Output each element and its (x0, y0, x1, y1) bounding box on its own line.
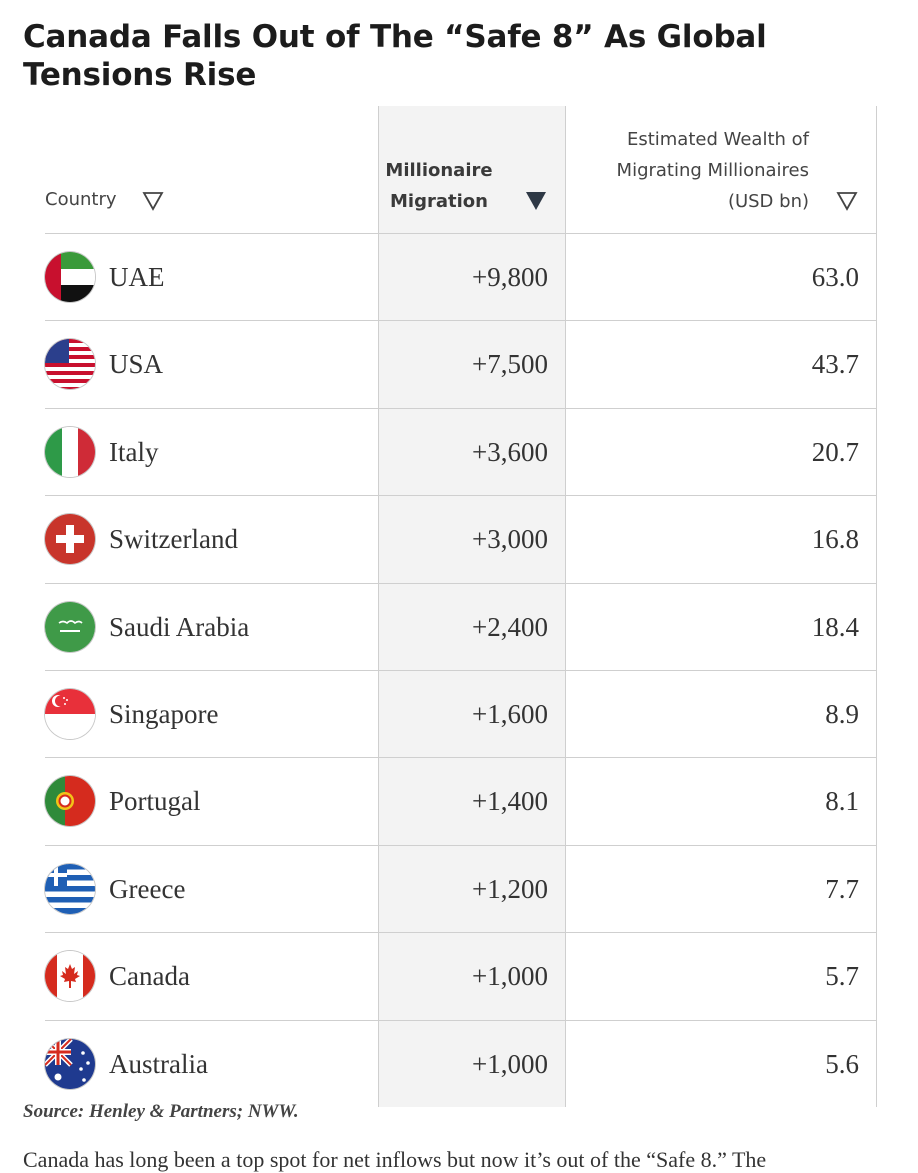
table-row: USA +7,500 43.7 (45, 321, 877, 409)
wealth-value: 20.7 (811, 436, 859, 467)
table-header: Country Millionaire Migration Estimated W… (45, 106, 877, 234)
portugal-flag-icon (45, 776, 95, 827)
country-name: USA (109, 349, 164, 380)
australia-flag-icon (45, 1038, 95, 1089)
table-row: UAE +9,800 63.0 (45, 234, 877, 322)
wealth-value: 5.6 (825, 1048, 859, 1079)
migration-value: +3,000 (472, 524, 548, 555)
usa-flag-icon (45, 339, 95, 390)
header-migration[interactable]: Millionaire Migration (378, 106, 566, 233)
migration-value: +2,400 (472, 611, 548, 642)
uae-flag-icon (45, 252, 95, 302)
greece-flag-icon (45, 863, 95, 914)
header-country[interactable]: Country (45, 106, 378, 233)
table-row: Canada +1,000 5.7 (45, 933, 877, 1021)
italy-flag-icon (45, 426, 95, 477)
table-row: Singapore +1,600 8.9 (45, 670, 877, 759)
wealth-value: 5.7 (825, 961, 859, 992)
table-row: Switzerland +3,000 16.8 (45, 496, 877, 584)
migration-value: +1,000 (472, 961, 548, 992)
wealth-value: 63.0 (811, 262, 859, 292)
saudi-arabia-flag-icon (45, 601, 95, 652)
singapore-flag-icon (45, 688, 95, 739)
header-wealth[interactable]: Estimated Wealth of Migrating Millionaire… (566, 106, 877, 233)
table-row: Greece +1,200 7.7 (45, 845, 877, 934)
country-name: Greece (109, 873, 186, 904)
country-name: Australia (109, 1048, 208, 1079)
wealth-value: 18.4 (811, 611, 859, 642)
country-name: Italy (109, 436, 159, 467)
table-row: Australia +1,000 5.6 (45, 1020, 877, 1107)
country-name: Canada (109, 961, 190, 992)
migration-value: +1,600 (472, 698, 548, 729)
country-name: Switzerland (109, 524, 238, 555)
header-wealth-label: Estimated Wealth of Migrating Millionaire… (616, 129, 809, 212)
source-note: Source: Henley & Partners; NWW. (23, 1101, 299, 1122)
sort-outline-icon[interactable] (836, 191, 858, 211)
table-row: Saudi Arabia +2,400 18.4 (45, 583, 877, 671)
wealth-value: 8.1 (825, 786, 859, 817)
wealth-value: 7.7 (825, 873, 859, 904)
country-name: Portugal (109, 786, 201, 817)
article-paragraph: Canada has long been a top spot for net … (23, 1147, 767, 1172)
table-row: Portugal +1,400 8.1 (45, 758, 877, 846)
country-name: Saudi Arabia (109, 611, 250, 642)
migration-value: +9,800 (472, 262, 548, 292)
migration-value: +3,600 (472, 436, 548, 467)
switzerland-flag-icon (45, 514, 95, 565)
header-country-label: Country (45, 189, 117, 210)
country-name: Singapore (109, 698, 219, 729)
migration-value: +7,500 (472, 349, 548, 380)
migration-value: +1,400 (472, 786, 548, 817)
wealth-value: 43.7 (811, 349, 859, 380)
wealth-value: 16.8 (811, 524, 859, 555)
table-row: Italy +3,600 20.7 (45, 408, 877, 497)
table-body: UAE +9,800 63.0 (45, 234, 877, 1107)
migration-value: +1,200 (472, 873, 548, 904)
country-name: UAE (109, 262, 165, 292)
migration-table: Country Millionaire Migration Estimated W… (45, 106, 877, 1107)
wealth-value: 8.9 (825, 698, 859, 729)
canada-flag-icon (45, 951, 95, 1002)
sort-outline-icon[interactable] (142, 191, 164, 211)
page-title: Canada Falls Out of The “Safe 8” As Glob… (23, 19, 767, 93)
migration-value: +1,000 (472, 1048, 548, 1079)
header-migration-label: Millionaire Migration (385, 160, 493, 212)
sort-filled-icon[interactable] (525, 191, 547, 211)
